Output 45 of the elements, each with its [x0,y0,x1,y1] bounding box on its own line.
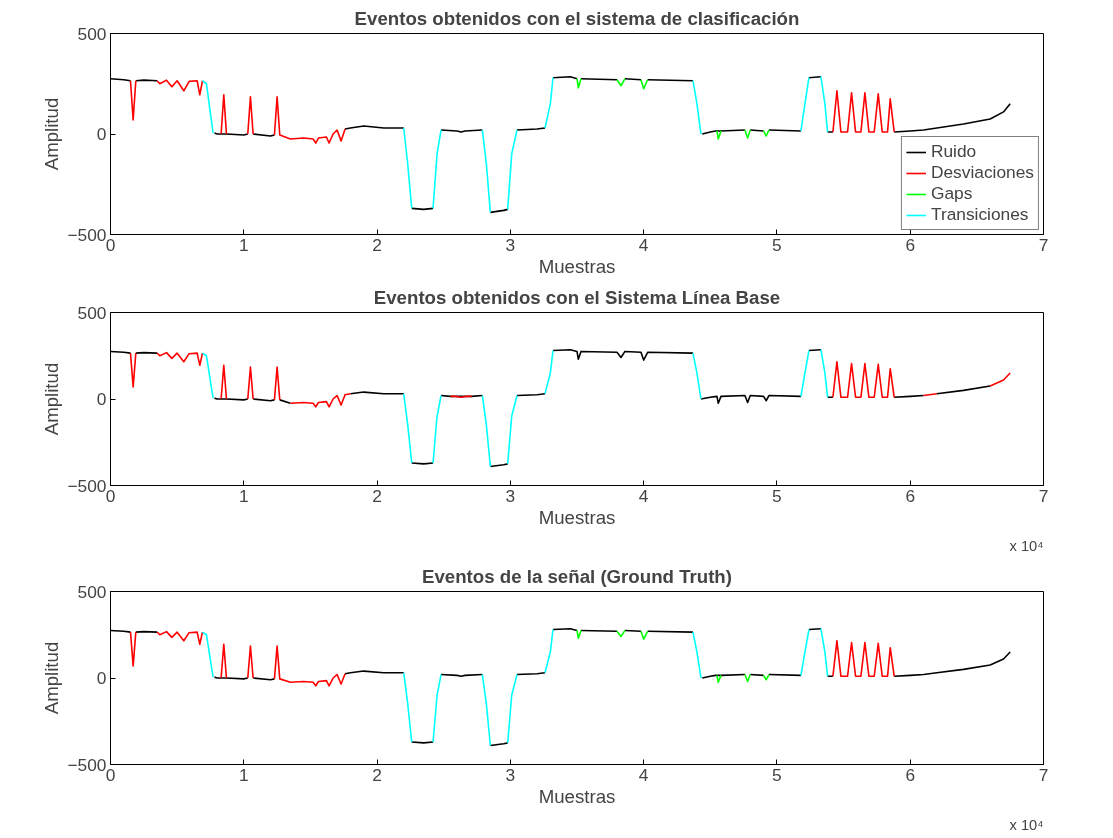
x-tick-label: 7 [1038,764,1049,785]
text: x 10⁴ [1009,816,1044,833]
x-axis-title: Muestras [538,255,616,277]
x-tick-label: 7 [1038,234,1049,255]
chart-title: Eventos obtenidos con el Sistema Línea Base [373,286,781,308]
text: x 10⁴ [1009,537,1044,554]
x-tick-label: 4 [638,764,649,785]
legend-label: Gaps [930,183,973,204]
y-tick-label: −500 [67,754,107,775]
x-tick-label: 2 [372,764,382,785]
y-tick-label: −500 [67,224,107,245]
y-tick-label: 500 [77,302,107,323]
x-tick-label: 1 [238,764,249,785]
x-tick-label: 5 [772,234,782,255]
x-tick-label: 5 [772,485,782,506]
x-tick-label: 1 [238,485,249,506]
y-tick-label: −500 [67,475,107,496]
y-axis-title: Amplitud [41,97,63,171]
x-tick-label: 2 [372,234,382,255]
x-tick-label: 6 [905,764,916,785]
y-axis-title: Amplitud [41,362,63,436]
x-axis-title: Muestras [538,785,616,807]
y-tick-label: 0 [96,124,107,144]
x-tick-label: 6 [905,485,916,506]
y-tick-label: 0 [96,668,107,688]
legend-label: Ruido [930,141,977,162]
chart-title: Eventos obtenidos con el sistema de clasificación [354,7,800,29]
x-tick-label: 5 [772,764,782,785]
x-tick-label: 6 [905,234,916,255]
x-tick-label: 1 [238,234,249,255]
y-tick-label: 500 [77,581,107,602]
y-tick-label: 0 [96,389,107,409]
legend-label: Transiciones [930,204,1029,225]
x-tick-label: 4 [638,234,649,255]
x-tick-label: 4 [638,485,649,506]
x-axis-title: Muestras [538,506,616,528]
x-tick-label: 7 [1038,485,1049,506]
legend-label: Desviaciones [930,162,1034,183]
x-tick-label: 3 [505,234,516,255]
y-tick-label: 500 [77,23,107,44]
x-tick-label: 3 [505,764,516,785]
y-axis-title: Amplitud [41,641,63,715]
chart-title: Eventos de la señal (Ground Truth) [422,565,732,587]
x-tick-label: 2 [372,485,382,506]
x-tick-label: 3 [505,485,516,506]
